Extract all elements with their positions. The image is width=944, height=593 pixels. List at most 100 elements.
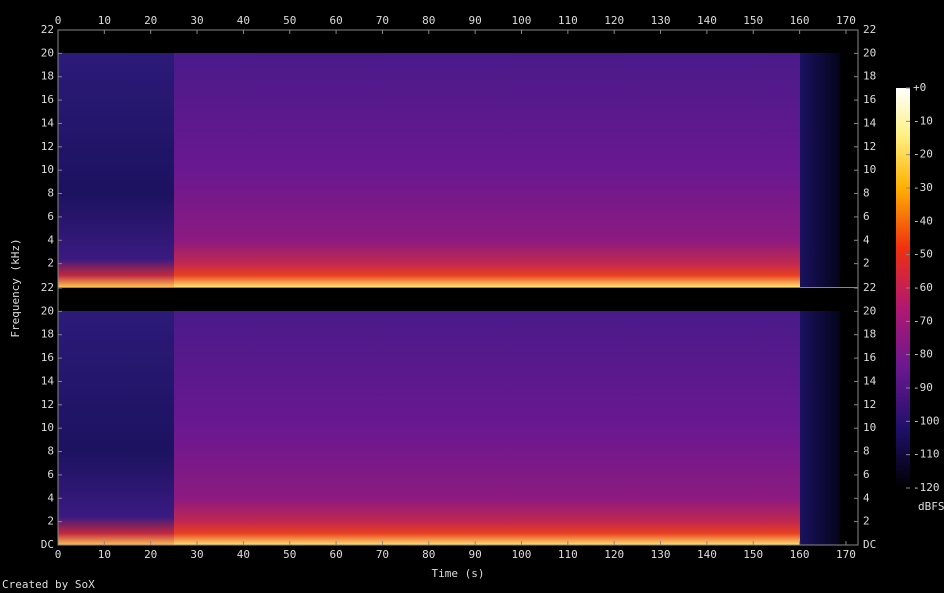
x-tick-label: 170 bbox=[836, 14, 856, 27]
x-tick-label: 0 bbox=[55, 14, 62, 27]
x-tick-label: 50 bbox=[283, 548, 296, 561]
colorbar-tick-label: -70 bbox=[913, 314, 933, 327]
x-tick-label: 70 bbox=[376, 14, 389, 27]
x-axis-label: Time (s) bbox=[432, 567, 485, 580]
y-tick-label: 2 bbox=[863, 515, 870, 528]
x-tick-label: 60 bbox=[329, 14, 342, 27]
x-tick-label: 140 bbox=[697, 14, 717, 27]
colorbar-tick-label: -10 bbox=[913, 114, 933, 127]
y-tick-label: 22 bbox=[863, 23, 876, 36]
x-tick-label: 100 bbox=[512, 548, 532, 561]
x-tick-label: 50 bbox=[283, 14, 296, 27]
x-tick-label: 80 bbox=[422, 14, 435, 27]
x-tick-label: 100 bbox=[512, 14, 532, 27]
y-tick-label: 12 bbox=[41, 398, 54, 411]
colorbar-tick-label: -90 bbox=[913, 381, 933, 394]
y-tick-label: 14 bbox=[41, 116, 55, 129]
x-tick-label: 150 bbox=[743, 548, 763, 561]
x-tick-label: 130 bbox=[651, 14, 671, 27]
x-tick-label: 90 bbox=[469, 14, 482, 27]
x-tick-label: 40 bbox=[237, 548, 250, 561]
y-tick-label: 10 bbox=[41, 163, 54, 176]
y-tick-label: 18 bbox=[863, 70, 876, 83]
x-tick-label: 80 bbox=[422, 548, 435, 561]
y-tick-label: 4 bbox=[863, 491, 870, 504]
y-tick-label: 6 bbox=[863, 210, 870, 223]
y-tick-label: 2 bbox=[47, 257, 54, 270]
x-tick-label: 90 bbox=[469, 548, 482, 561]
y-tick-label: 6 bbox=[47, 468, 54, 481]
colorbar-tick-label: -120 bbox=[913, 481, 940, 494]
y-tick-label: 20 bbox=[863, 46, 876, 59]
y-tick-label: 4 bbox=[863, 233, 870, 246]
x-tick-label: 110 bbox=[558, 14, 578, 27]
y-tick-label: 18 bbox=[863, 328, 876, 341]
x-tick-label: 20 bbox=[144, 548, 157, 561]
y-tick-label: 16 bbox=[41, 93, 54, 106]
y-tick-label: 22 bbox=[41, 23, 54, 36]
colorbar-tick-label: +0 bbox=[913, 81, 926, 94]
x-tick-label: 10 bbox=[98, 14, 111, 27]
x-tick-label: 70 bbox=[376, 548, 389, 561]
y-tick-label: 8 bbox=[863, 187, 870, 200]
y-tick-label: 4 bbox=[47, 491, 54, 504]
y-tick-label: 12 bbox=[863, 398, 876, 411]
x-tick-label: 130 bbox=[651, 548, 671, 561]
y-tick-label: 10 bbox=[863, 163, 876, 176]
y-tick-label: 2 bbox=[863, 257, 870, 270]
y-tick-label: 8 bbox=[47, 445, 54, 458]
y-tick-label: DC bbox=[41, 538, 54, 551]
x-tick-label: 30 bbox=[190, 14, 203, 27]
y-tick-label: 14 bbox=[41, 374, 55, 387]
y-tick-label: 8 bbox=[863, 445, 870, 458]
y-tick-label: DC bbox=[863, 538, 876, 551]
colorbar-tick-label: -20 bbox=[913, 148, 933, 161]
colorbar-tick-label: -30 bbox=[913, 181, 933, 194]
y-tick-label: 20 bbox=[41, 304, 54, 317]
colorbar-tick-label: -110 bbox=[913, 448, 940, 461]
y-tick-label: 16 bbox=[863, 93, 876, 106]
x-tick-label: 20 bbox=[144, 14, 157, 27]
y-tick-label: 14 bbox=[863, 116, 877, 129]
y-tick-label: 14 bbox=[863, 374, 877, 387]
colorbar-tick-label: -40 bbox=[913, 214, 933, 227]
x-tick-label: 120 bbox=[604, 14, 624, 27]
y-tick-label: 16 bbox=[41, 351, 54, 364]
y-tick-label: 10 bbox=[863, 421, 876, 434]
y-tick-label: 6 bbox=[47, 210, 54, 223]
x-tick-label: 60 bbox=[329, 548, 342, 561]
y-tick-label: 20 bbox=[41, 46, 54, 59]
x-tick-label: 160 bbox=[790, 548, 810, 561]
colorbar-label: dBFS bbox=[918, 500, 944, 513]
x-tick-label: 0 bbox=[55, 548, 62, 561]
colorbar-tick-label: -80 bbox=[913, 348, 933, 361]
footer: Created by SoX bbox=[2, 578, 95, 591]
x-tick-label: 160 bbox=[790, 14, 810, 27]
y-tick-label: 8 bbox=[47, 187, 54, 200]
y-tick-label: 22 bbox=[41, 281, 54, 294]
x-tick-label: 10 bbox=[98, 548, 111, 561]
y-tick-label: 12 bbox=[41, 140, 54, 153]
colorbar-tick-label: -100 bbox=[913, 414, 940, 427]
colorbar-tick-label: -60 bbox=[913, 281, 933, 294]
y-tick-label: 16 bbox=[863, 351, 876, 364]
y-tick-label: 20 bbox=[863, 304, 876, 317]
x-tick-label: 120 bbox=[604, 548, 624, 561]
y-tick-label: 4 bbox=[47, 233, 54, 246]
y-tick-label: 22 bbox=[863, 281, 876, 294]
y-tick-label: 18 bbox=[41, 328, 54, 341]
x-tick-label: 140 bbox=[697, 548, 717, 561]
y-tick-label: 6 bbox=[863, 468, 870, 481]
x-tick-label: 110 bbox=[558, 548, 578, 561]
y-tick-label: 2 bbox=[47, 515, 54, 528]
x-tick-label: 40 bbox=[237, 14, 250, 27]
colorbar-tick-label: -50 bbox=[913, 248, 933, 261]
y-tick-label: 12 bbox=[863, 140, 876, 153]
spectrogram-image bbox=[57, 29, 859, 546]
y-tick-label: 10 bbox=[41, 421, 54, 434]
x-tick-label: 30 bbox=[190, 548, 203, 561]
x-tick-label: 170 bbox=[836, 548, 856, 561]
x-tick-label: 150 bbox=[743, 14, 763, 27]
